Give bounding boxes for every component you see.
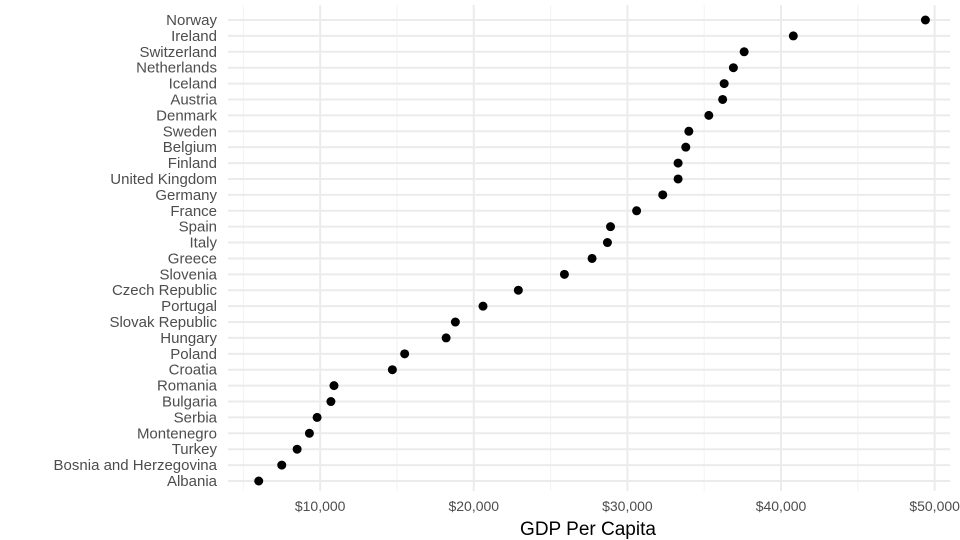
x-tick-label: $40,000 [756, 498, 807, 514]
data-point [739, 47, 749, 57]
country-label: Montenegro [137, 425, 217, 442]
data-point [681, 142, 691, 152]
data-point [326, 397, 336, 407]
data-point [478, 301, 488, 311]
country-label: Hungary [160, 330, 217, 347]
data-point [673, 158, 683, 168]
data-point [559, 269, 569, 279]
country-labels: NorwayIrelandSwitzerlandNetherlandsIcela… [54, 12, 218, 490]
country-label: Portugal [161, 298, 217, 315]
country-label: Iceland [169, 76, 217, 93]
data-point [587, 253, 597, 263]
country-label: Bulgaria [162, 394, 218, 411]
country-label: Austria [170, 91, 217, 108]
country-label: Denmark [156, 107, 217, 124]
country-label: Bosnia and Herzegovina [54, 457, 218, 474]
data-point [304, 428, 314, 438]
country-label: Czech Republic [112, 282, 218, 299]
country-label: Germany [155, 187, 217, 204]
country-label: Croatia [169, 362, 218, 379]
country-label: Ireland [171, 28, 217, 45]
country-label: Slovenia [159, 266, 217, 283]
data-point [329, 381, 339, 391]
data-point [684, 126, 694, 136]
data-point [718, 94, 728, 104]
country-label: Serbia [174, 409, 218, 426]
country-label: United Kingdom [110, 171, 217, 188]
data-point [632, 206, 642, 216]
data-point [658, 190, 668, 200]
country-label: Romania [157, 378, 218, 395]
x-tick-label: $10,000 [295, 498, 346, 514]
data-point [450, 317, 460, 327]
x-tick-label: $50,000 [909, 498, 960, 514]
country-label: Finland [168, 155, 217, 172]
country-label: Sweden [163, 123, 217, 140]
data-point [602, 238, 612, 248]
x-axis-title: GDP Per Capita [520, 519, 656, 540]
country-label: Poland [170, 346, 217, 363]
minor-gridlines [242, 5, 859, 491]
country-label: Netherlands [136, 60, 217, 77]
data-points [254, 15, 930, 486]
country-label: Slovak Republic [109, 314, 217, 331]
plot-panel [228, 5, 950, 491]
data-point [719, 79, 729, 89]
data-point [673, 174, 683, 184]
country-label: Norway [166, 12, 217, 29]
country-label: Spain [179, 219, 217, 236]
x-tick-label: $20,000 [448, 498, 499, 514]
data-point [400, 349, 410, 359]
data-point [441, 333, 451, 343]
country-label: Belgium [163, 139, 217, 156]
country-label: Greece [168, 250, 217, 267]
data-point [254, 476, 264, 486]
major-gridlines [228, 5, 950, 491]
data-point [387, 365, 397, 375]
country-label: France [170, 203, 217, 220]
data-point [312, 412, 322, 422]
x-tick-labels: $10,000 $20,000 $30,000 $40,000 $50,000 [295, 498, 960, 514]
country-label: Turkey [172, 441, 218, 458]
data-point [277, 460, 287, 470]
data-point [728, 63, 738, 73]
data-point [292, 444, 302, 454]
data-point [704, 110, 714, 120]
x-tick-label: $30,000 [602, 498, 653, 514]
country-label: Switzerland [139, 44, 217, 61]
country-label: Albania [167, 473, 218, 490]
data-point [513, 285, 523, 295]
data-point [788, 31, 798, 41]
country-label: Italy [189, 235, 217, 252]
data-point [606, 222, 616, 232]
data-point [920, 15, 930, 25]
